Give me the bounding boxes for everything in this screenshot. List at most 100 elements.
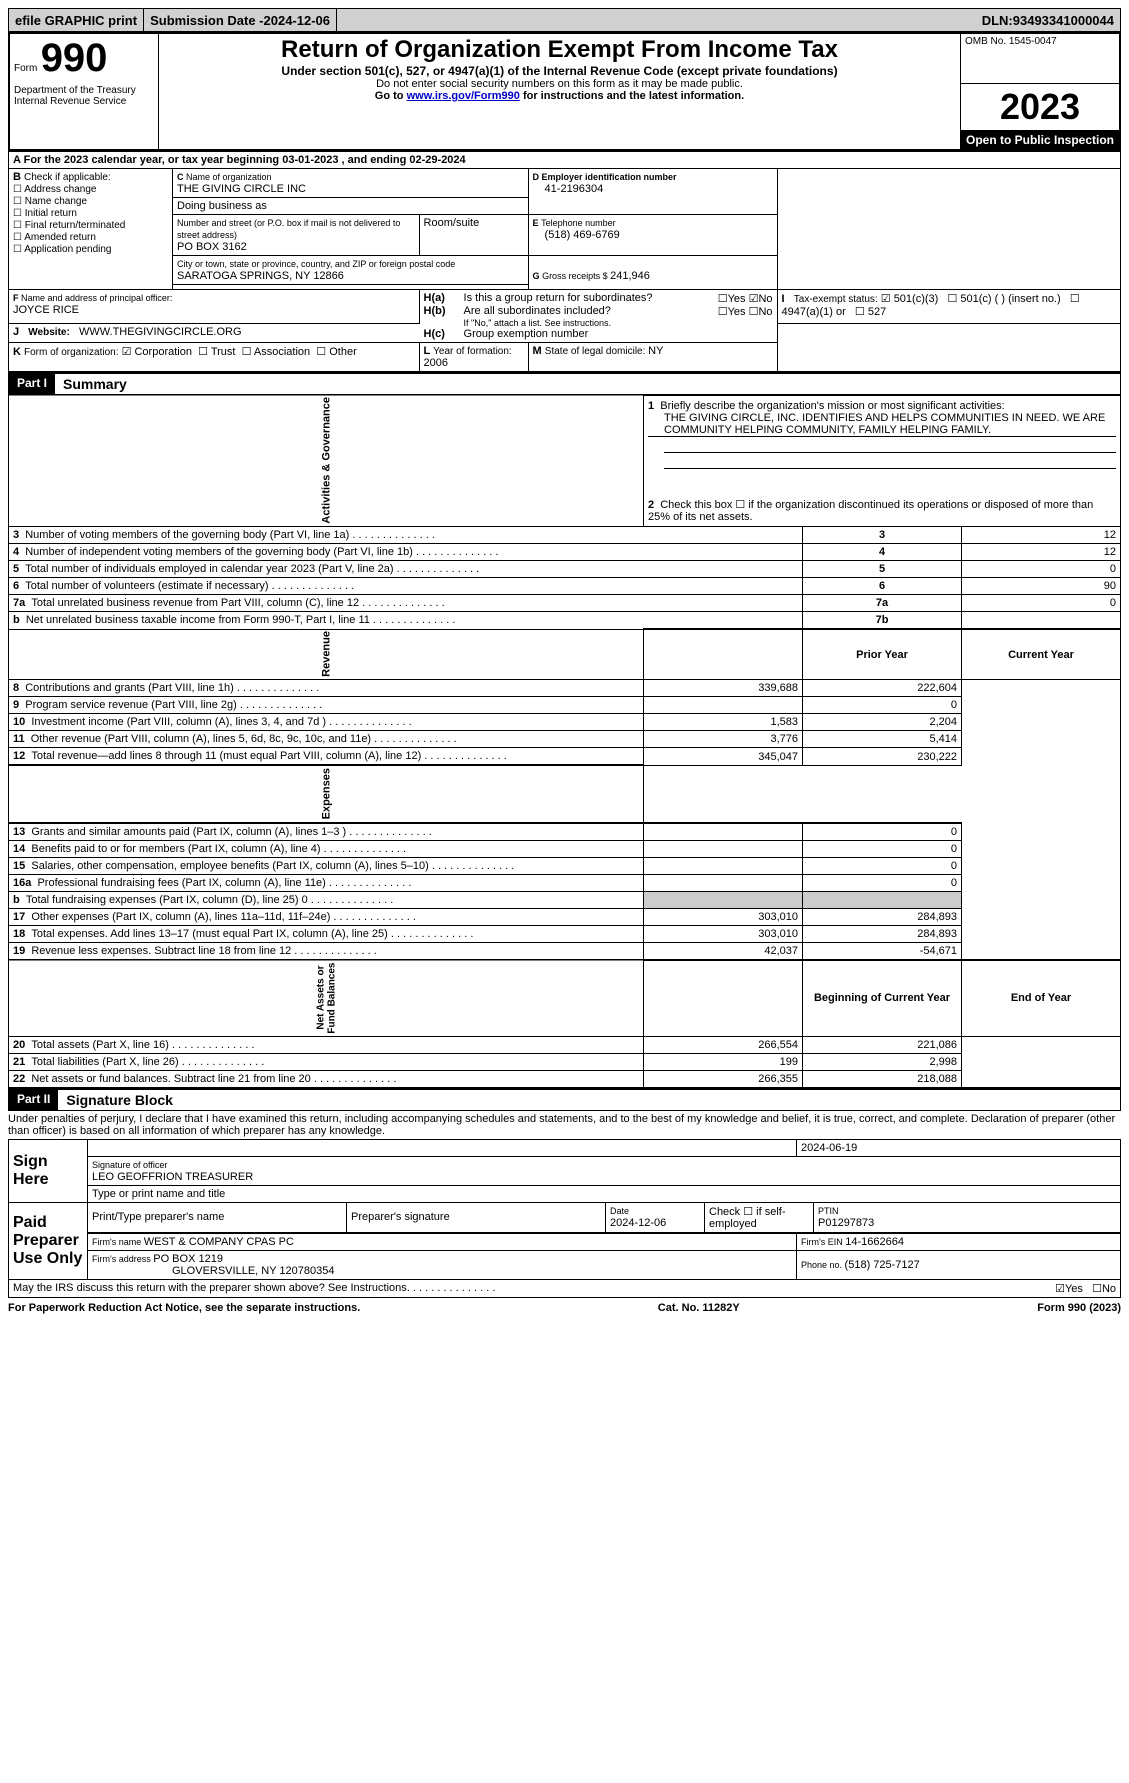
form-subtitle: Under section 501(c), 527, or 4947(a)(1)…: [163, 64, 956, 78]
side-activities: Activities & Governance: [9, 395, 644, 527]
section-a-m: A For the 2023 calendar year, or tax yea…: [8, 151, 1121, 372]
dln: DLN: 93493341000044: [976, 9, 1120, 31]
check-association[interactable]: Association: [242, 346, 311, 358]
summary-row: 22 Net assets or fund balances. Subtract…: [9, 1070, 1121, 1087]
submission-date: Submission Date - 2024-12-06: [144, 9, 337, 31]
firm-address2: GLOVERSVILLE, NY 120780354: [92, 1265, 334, 1277]
group-return-q: Is this a group return for subordinates?: [464, 292, 718, 305]
dba-label: Doing business as: [173, 197, 529, 214]
col-end-year: End of Year: [962, 960, 1121, 1037]
street-address: PO BOX 3162: [177, 241, 247, 253]
paid-preparer: Paid Preparer Use Only: [9, 1202, 88, 1279]
website: WWW.THEGIVINGCIRCLE.ORG: [79, 326, 242, 338]
form-prefix: Form: [14, 63, 37, 74]
col-prior-year: Prior Year: [803, 629, 962, 680]
check-application-pending[interactable]: Application pending: [13, 244, 112, 255]
summary-row: 20 Total assets (Part X, line 16) 266,55…: [9, 1036, 1121, 1053]
city-state-zip: SARATOGA SPRINGS, NY 12866: [177, 270, 344, 282]
check-501c3[interactable]: 501(c)(3): [881, 293, 939, 305]
part1-table: Activities & Governance 1 Briefly descri…: [8, 395, 1121, 1088]
firm-address1: PO BOX 1219: [153, 1253, 223, 1265]
dept-treasury: Department of the Treasury Internal Reve…: [9, 83, 159, 150]
summary-row: b Net unrelated business taxable income …: [9, 612, 1121, 630]
group-exemption: Group exemption number: [464, 328, 589, 340]
part2-header: Part II Signature Block: [8, 1088, 1121, 1111]
check-corporation[interactable]: Corporation: [122, 346, 192, 358]
footer-cat: Cat. No. 11282Y: [658, 1302, 740, 1314]
side-expenses: Expenses: [9, 765, 644, 822]
omb-number: OMB No. 1545-0047: [961, 33, 1121, 83]
summary-row: 3 Number of voting members of the govern…: [9, 527, 1121, 544]
side-net-assets: Net Assets or Fund Balances: [9, 960, 644, 1037]
firm-ein: 14-1662664: [845, 1236, 904, 1248]
tax-year: 2023: [961, 83, 1121, 130]
summary-row: 21 Total liabilities (Part X, line 26) 1…: [9, 1053, 1121, 1070]
subordinates-q: Are all subordinates included?: [464, 305, 718, 318]
summary-row: b Total fundraising expenses (Part IX, c…: [9, 891, 1121, 908]
summary-row: 4 Number of independent voting members o…: [9, 544, 1121, 561]
form-number: 990: [41, 36, 108, 80]
summary-row: 18 Total expenses. Add lines 13–17 (must…: [9, 925, 1121, 942]
footer-form: Form 990 (2023): [1037, 1302, 1121, 1314]
summary-row: 15 Salaries, other compensation, employe…: [9, 857, 1121, 874]
col-beginning-year: Beginning of Current Year: [803, 960, 962, 1037]
officer-name: LEO GEOFFRION TREASURER: [92, 1171, 253, 1183]
check-501c[interactable]: 501(c) ( ) (insert no.): [947, 293, 1060, 305]
check-address-change[interactable]: Address change: [13, 184, 96, 195]
summary-row: 7a Total unrelated business revenue from…: [9, 595, 1121, 612]
discuss-question: May the IRS discuss this return with the…: [13, 1282, 410, 1294]
col-current-year: Current Year: [962, 629, 1121, 680]
footer-left: For Paperwork Reduction Act Notice, see …: [8, 1302, 360, 1314]
sign-here: Sign Here: [9, 1139, 88, 1202]
summary-row: 12 Total revenue—add lines 8 through 11 …: [9, 748, 1121, 766]
ptin: P01297873: [818, 1217, 874, 1229]
summary-row: 19 Revenue less expenses. Subtract line …: [9, 942, 1121, 960]
perjury-declaration: Under penalties of perjury, I declare th…: [8, 1111, 1121, 1139]
check-self-employed[interactable]: Check ☐ if self-employed: [705, 1203, 814, 1233]
check-other[interactable]: Other: [316, 346, 356, 358]
preparer-date: 2024-12-06: [610, 1217, 666, 1229]
mission-text: THE GIVING CIRCLE, INC. IDENTIFIES AND H…: [648, 412, 1116, 437]
signature-table: Sign Here 2024-06-19 Signature of office…: [8, 1139, 1121, 1298]
officer-sign-date: 2024-06-19: [797, 1139, 1121, 1156]
summary-row: 8 Contributions and grants (Part VIII, l…: [9, 680, 1121, 697]
tax-year-begin: 03-01-2023: [282, 154, 338, 166]
efile-label: efile GRAPHIC print: [9, 9, 144, 31]
summary-row: 16a Professional fundraising fees (Part …: [9, 874, 1121, 891]
form-title: Return of Organization Exempt From Incom…: [163, 36, 956, 64]
check-final-return[interactable]: Final return/terminated: [13, 220, 125, 231]
part1-header: Part I Summary: [8, 372, 1121, 395]
tax-year-end: 02-29-2024: [409, 154, 465, 166]
check-amended-return[interactable]: Amended return: [13, 232, 96, 243]
form-note1: Do not enter social security numbers on …: [163, 78, 956, 90]
line2-text: Check this box ☐ if the organization dis…: [648, 499, 1093, 523]
summary-row: 10 Investment income (Part VIII, column …: [9, 714, 1121, 731]
summary-row: 6 Total number of volunteers (estimate i…: [9, 578, 1121, 595]
state-domicile: NY: [648, 345, 663, 357]
principal-officer: JOYCE RICE: [13, 304, 79, 316]
ein: 41-2196304: [533, 183, 773, 195]
summary-row: 9 Program service revenue (Part VIII, li…: [9, 697, 1121, 714]
side-revenue: Revenue: [9, 629, 644, 680]
top-bar: efile GRAPHIC print Submission Date - 20…: [8, 8, 1121, 32]
header-table: Form 990 Return of Organization Exempt F…: [8, 32, 1121, 151]
check-trust[interactable]: Trust: [198, 346, 235, 358]
gross-receipts: 241,946: [610, 270, 650, 282]
room-suite: Room/suite: [419, 214, 528, 255]
year-formation: 2006: [424, 357, 448, 369]
summary-row: 14 Benefits paid to or for members (Part…: [9, 840, 1121, 857]
summary-row: 17 Other expenses (Part IX, column (A), …: [9, 908, 1121, 925]
summary-row: 13 Grants and similar amounts paid (Part…: [9, 823, 1121, 841]
check-initial-return[interactable]: Initial return: [13, 208, 77, 219]
telephone: (518) 469-6769: [533, 229, 773, 241]
firm-name: WEST & COMPANY CPAS PC: [144, 1236, 294, 1248]
open-to-public: Open to Public Inspection: [961, 130, 1121, 150]
org-name: THE GIVING CIRCLE INC: [177, 183, 306, 195]
summary-row: 5 Total number of individuals employed i…: [9, 561, 1121, 578]
check-527[interactable]: 527: [855, 306, 886, 318]
irs-link[interactable]: www.irs.gov/Form990: [407, 90, 520, 102]
firm-phone: (518) 725-7127: [845, 1259, 920, 1271]
summary-row: 11 Other revenue (Part VIII, column (A),…: [9, 731, 1121, 748]
check-name-change[interactable]: Name change: [13, 196, 87, 207]
footer: For Paperwork Reduction Act Notice, see …: [8, 1302, 1121, 1314]
